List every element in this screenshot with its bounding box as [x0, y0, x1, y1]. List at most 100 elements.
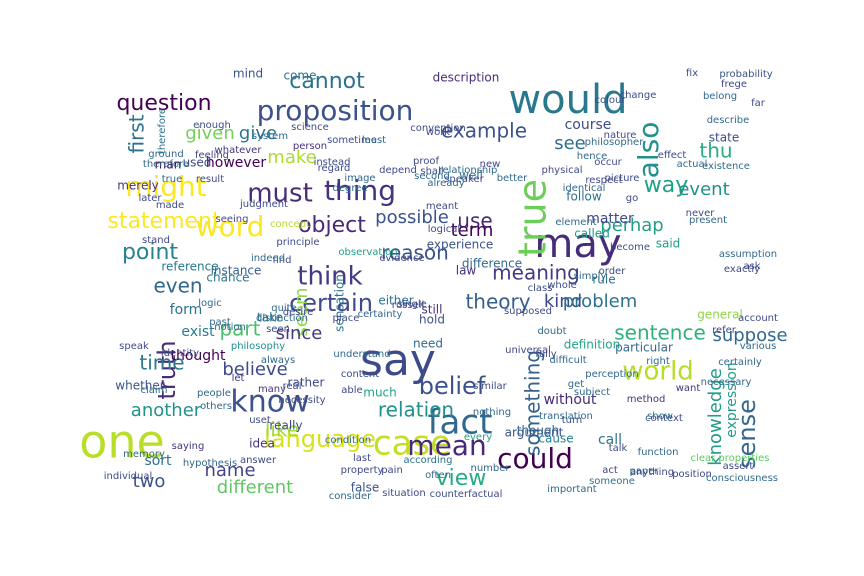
cloud-word: logic — [198, 298, 222, 309]
cloud-word: cause — [538, 432, 573, 446]
cloud-word: least — [362, 135, 386, 146]
cloud-word: thing — [324, 174, 396, 207]
cloud-word: time — [139, 351, 184, 375]
cloud-word: given — [185, 123, 235, 144]
cloud-word: probability — [719, 69, 772, 80]
cloud-word: rather — [288, 376, 325, 390]
cloud-word: hypothesis — [183, 458, 237, 469]
cloud-word: past — [209, 317, 231, 328]
cloud-word: show — [647, 411, 673, 422]
cloud-word: assumption — [719, 249, 777, 260]
cloud-word: existence — [702, 161, 750, 172]
cloud-word: second — [414, 171, 450, 182]
cloud-word: proposition — [257, 94, 414, 127]
cloud-word: though — [517, 424, 559, 438]
cloud-word: cannot — [289, 69, 365, 94]
cloud-word: instance — [211, 264, 262, 278]
cloud-word: always — [261, 355, 295, 366]
cloud-word: hold — [419, 313, 445, 327]
cloud-word: suppose — [712, 325, 787, 346]
cloud-word: important — [547, 484, 596, 495]
cloud-word: physical — [542, 165, 583, 176]
cloud-word: doubt — [537, 326, 566, 337]
cloud-word: argument — [505, 426, 564, 440]
cloud-word: effect — [658, 150, 687, 161]
cloud-word: take — [257, 311, 283, 325]
cloud-word: new — [480, 159, 501, 170]
cloud-word: knowledge — [705, 368, 726, 466]
cloud-word: also — [632, 122, 665, 179]
cloud-word: example — [441, 119, 527, 143]
cloud-word: truth — [153, 340, 181, 399]
cloud-word: world — [622, 357, 694, 387]
cloud-word: seem — [291, 287, 312, 336]
cloud-word: case — [373, 424, 451, 464]
cloud-word: difficult — [549, 355, 586, 366]
cloud-word: object — [298, 213, 366, 238]
cloud-word: already — [427, 178, 464, 189]
cloud-word: frege — [721, 79, 747, 90]
cloud-word: picture — [605, 173, 640, 184]
cloud-word: consciousness — [706, 473, 778, 484]
cloud-word: never — [686, 208, 716, 219]
cloud-word: used — [183, 156, 212, 170]
cloud-word: relation — [378, 398, 454, 422]
cloud-word: someone — [589, 476, 635, 487]
cloud-word: belief — [419, 372, 486, 400]
cloud-word: order — [599, 266, 627, 277]
cloud-word: use — [457, 209, 492, 233]
cloud-word: sentence — [614, 321, 706, 345]
cloud-word: single — [397, 299, 427, 310]
cloud-word: state — [709, 131, 739, 145]
cloud-word: however — [206, 155, 266, 171]
cloud-word: thought — [170, 348, 226, 364]
cloud-word: man — [155, 158, 182, 172]
cloud-word: point — [122, 240, 178, 265]
cloud-word: place — [333, 313, 360, 324]
cloud-word: name — [204, 460, 255, 481]
cloud-word: word — [196, 210, 265, 243]
cloud-word: ground — [148, 149, 183, 160]
cloud-word: well — [459, 169, 483, 183]
cloud-word: become — [610, 242, 650, 253]
cloud-word: logical — [428, 224, 460, 235]
cloud-word: saying — [172, 441, 205, 452]
cloud-word: ask — [743, 261, 760, 272]
cloud-word: definition — [564, 338, 620, 352]
cloud-word: claim — [141, 385, 168, 396]
cloud-word: hence — [577, 151, 607, 162]
cloud-word: sensation — [333, 274, 347, 332]
cloud-word: way — [644, 173, 689, 198]
cloud-word: proof — [413, 156, 439, 167]
cloud-word: experience — [427, 238, 494, 252]
cloud-word: account — [738, 313, 778, 324]
cloud-word: description — [433, 71, 500, 85]
cloud-word: convention — [410, 123, 466, 134]
cloud-word: individual — [104, 471, 153, 482]
cloud-word: come — [283, 69, 316, 83]
cloud-word: science — [291, 122, 329, 133]
cloud-word: necessary — [701, 377, 752, 388]
cloud-word: people — [197, 388, 231, 399]
cloud-word: view — [436, 466, 487, 491]
cloud-word: philosopher — [585, 137, 645, 148]
cloud-word: context — [645, 413, 683, 424]
cloud-word: must — [247, 179, 313, 209]
cloud-word: called — [574, 227, 610, 241]
cloud-word: colour — [595, 95, 627, 106]
cloud-word: meant — [426, 201, 458, 212]
cloud-word: question — [116, 91, 211, 116]
cloud-word: regard — [318, 163, 351, 174]
cloud-word: something — [521, 350, 545, 456]
cloud-word: believe — [222, 359, 287, 380]
cloud-word: element — [555, 217, 596, 228]
cloud-word: image — [344, 173, 375, 184]
cloud-word: mean — [407, 429, 486, 462]
cloud-word: property — [341, 465, 384, 476]
cloud-word: merely — [117, 179, 159, 193]
cloud-word: work — [426, 127, 450, 138]
cloud-word: since — [276, 323, 323, 344]
cloud-word: feeling — [195, 150, 229, 161]
cloud-word: difference — [462, 257, 522, 271]
cloud-word: make — [267, 147, 316, 168]
